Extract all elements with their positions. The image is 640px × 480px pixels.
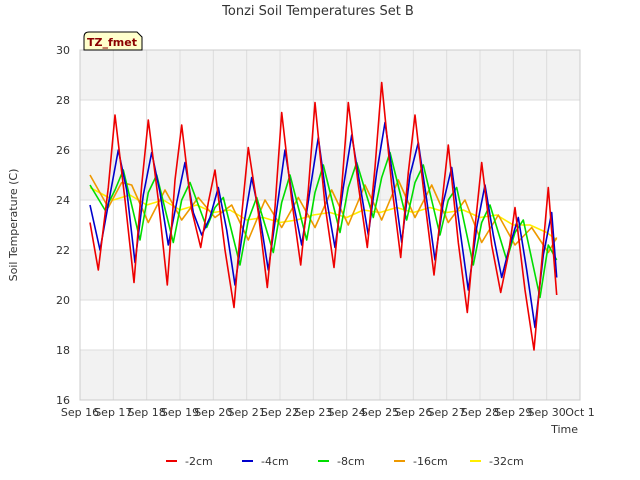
legend-label: -8cm [337, 455, 365, 468]
x-tick-label: Sep 28 [461, 406, 499, 419]
plot-frame [79, 49, 581, 401]
x-tick-label: Sep 29 [494, 406, 532, 419]
x-tick-label: Sep 25 [361, 406, 399, 419]
y-tick-label: 30 [56, 44, 70, 57]
x-tick-label: Sep 17 [94, 406, 132, 419]
legend-label: -16cm [413, 455, 448, 468]
legend-item: -32cm [470, 455, 524, 468]
badge-label: TZ_fmet [87, 36, 137, 49]
x-tick-label: Sep 20 [194, 406, 232, 419]
y-tick-label: 28 [56, 94, 70, 107]
legend: -2cm -4cm -8cm -16cm -32cm [166, 455, 524, 468]
badge-shape [83, 31, 143, 51]
y-tick-label: 22 [56, 244, 70, 257]
y-tick-label: 24 [56, 194, 70, 207]
legend-label: -2cm [185, 455, 213, 468]
x-tick-label: Sep 19 [161, 406, 199, 419]
x-tick-label: Sep 27 [428, 406, 466, 419]
series-line-minus8cm [89, 151, 558, 299]
x-tick-label: Oct 1 [565, 406, 595, 419]
legend-label: -4cm [261, 455, 289, 468]
y-tick-label: 18 [56, 344, 70, 357]
y-axis-ticks: 16 18 20 22 24 26 28 30 [56, 44, 70, 407]
legend-item: -4cm [242, 455, 289, 468]
grid-lines [79, 49, 581, 401]
x-tick-label: Sep 22 [261, 406, 299, 419]
plot-band [80, 350, 580, 400]
legend-item: -2cm [166, 455, 213, 468]
y-tick-label: 16 [56, 394, 70, 407]
y-tick-label: 20 [56, 294, 70, 307]
legend-item: -8cm [318, 455, 365, 468]
x-tick-label: Sep 24 [328, 406, 366, 419]
chart-title: Tonzi Soil Temperatures Set B [221, 4, 414, 19]
y-tick-label: 26 [56, 144, 70, 157]
series-lines [89, 81, 558, 351]
x-tick-label: Sep 30 [528, 406, 566, 419]
y-axis-label: Soil Temperature (C) [7, 169, 20, 282]
series-line-minus2cm [89, 81, 558, 351]
plot-bands [80, 50, 580, 400]
x-tick-label: Sep 18 [128, 406, 166, 419]
legend-label: -32cm [489, 455, 524, 468]
x-tick-label: Sep 21 [228, 406, 266, 419]
x-axis-label: Time [550, 423, 578, 436]
x-tick-label: Sep 16 [61, 406, 99, 419]
plot-band [80, 50, 580, 100]
x-tick-label: Sep 23 [294, 406, 332, 419]
legend-item: -16cm [394, 455, 448, 468]
station-badge: TZ_fmet [83, 31, 143, 51]
x-tick-label: Sep 26 [394, 406, 432, 419]
